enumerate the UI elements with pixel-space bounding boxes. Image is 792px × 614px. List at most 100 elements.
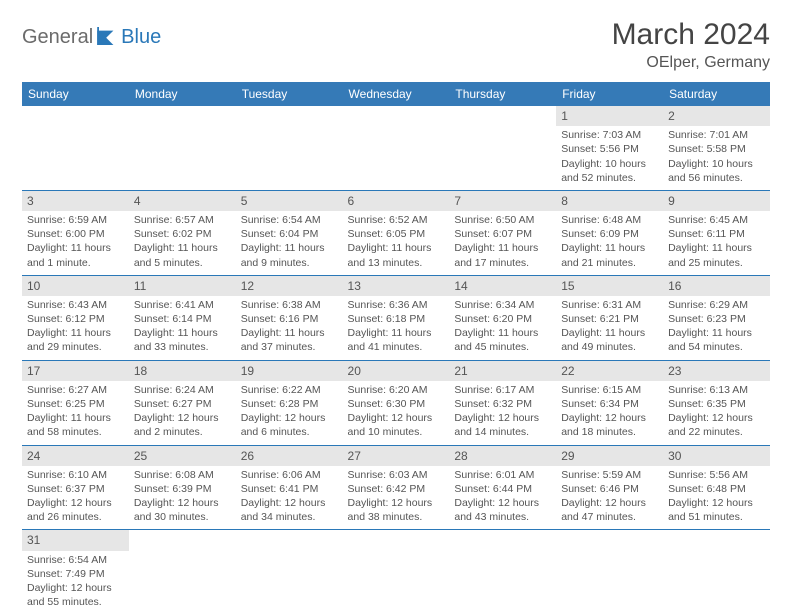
calendar-cell: [129, 106, 236, 190]
sunset-text: Sunset: 6:27 PM: [134, 397, 231, 411]
day-number: 28: [449, 446, 556, 466]
calendar-cell: [343, 530, 450, 614]
calendar-cell: 7Sunrise: 6:50 AMSunset: 6:07 PMDaylight…: [449, 190, 556, 275]
calendar-week-row: 3Sunrise: 6:59 AMSunset: 6:00 PMDaylight…: [22, 190, 770, 275]
calendar-cell: [129, 530, 236, 614]
day-number: 31: [22, 530, 129, 550]
day-number: 4: [129, 191, 236, 211]
daylight-text: Daylight: 12 hours and 51 minutes.: [668, 496, 765, 524]
day-number: 3: [22, 191, 129, 211]
sunrise-text: Sunrise: 6:52 AM: [348, 213, 445, 227]
sunrise-text: Sunrise: 5:59 AM: [561, 468, 658, 482]
day-header: Friday: [556, 82, 663, 106]
daylight-text: Daylight: 10 hours and 52 minutes.: [561, 157, 658, 185]
day-header: Thursday: [449, 82, 556, 106]
calendar-cell: 3Sunrise: 6:59 AMSunset: 6:00 PMDaylight…: [22, 190, 129, 275]
calendar-cell: 12Sunrise: 6:38 AMSunset: 6:16 PMDayligh…: [236, 275, 343, 360]
daylight-text: Daylight: 12 hours and 34 minutes.: [241, 496, 338, 524]
sunset-text: Sunset: 6:35 PM: [668, 397, 765, 411]
title-block: March 2024 OElper, Germany: [612, 18, 770, 72]
sunrise-text: Sunrise: 6:17 AM: [454, 383, 551, 397]
day-header: Tuesday: [236, 82, 343, 106]
sunrise-text: Sunrise: 6:31 AM: [561, 298, 658, 312]
sunset-text: Sunset: 6:20 PM: [454, 312, 551, 326]
calendar-cell: 21Sunrise: 6:17 AMSunset: 6:32 PMDayligh…: [449, 360, 556, 445]
sunset-text: Sunset: 6:04 PM: [241, 227, 338, 241]
day-number: 9: [663, 191, 770, 211]
calendar-cell: 6Sunrise: 6:52 AMSunset: 6:05 PMDaylight…: [343, 190, 450, 275]
daylight-text: Daylight: 11 hours and 13 minutes.: [348, 241, 445, 269]
daylight-text: Daylight: 12 hours and 10 minutes.: [348, 411, 445, 439]
daylight-text: Daylight: 12 hours and 43 minutes.: [454, 496, 551, 524]
sunset-text: Sunset: 6:39 PM: [134, 482, 231, 496]
sunset-text: Sunset: 6:11 PM: [668, 227, 765, 241]
logo-text-general: General: [22, 26, 93, 49]
day-number: 21: [449, 361, 556, 381]
daylight-text: Daylight: 12 hours and 22 minutes.: [668, 411, 765, 439]
day-number: 11: [129, 276, 236, 296]
day-number: 29: [556, 446, 663, 466]
sunrise-text: Sunrise: 6:45 AM: [668, 213, 765, 227]
sunset-text: Sunset: 6:34 PM: [561, 397, 658, 411]
daylight-text: Daylight: 11 hours and 25 minutes.: [668, 241, 765, 269]
calendar-cell: 11Sunrise: 6:41 AMSunset: 6:14 PMDayligh…: [129, 275, 236, 360]
sunrise-text: Sunrise: 6:34 AM: [454, 298, 551, 312]
calendar-week-row: 31Sunrise: 6:54 AMSunset: 7:49 PMDayligh…: [22, 530, 770, 614]
sunrise-text: Sunrise: 6:13 AM: [668, 383, 765, 397]
day-header: Saturday: [663, 82, 770, 106]
daylight-text: Daylight: 11 hours and 5 minutes.: [134, 241, 231, 269]
calendar-week-row: 17Sunrise: 6:27 AMSunset: 6:25 PMDayligh…: [22, 360, 770, 445]
sunset-text: Sunset: 6:37 PM: [27, 482, 124, 496]
calendar-cell: 16Sunrise: 6:29 AMSunset: 6:23 PMDayligh…: [663, 275, 770, 360]
day-number: 30: [663, 446, 770, 466]
day-number: 13: [343, 276, 450, 296]
daylight-text: Daylight: 11 hours and 45 minutes.: [454, 326, 551, 354]
day-number: 8: [556, 191, 663, 211]
calendar-cell: 19Sunrise: 6:22 AMSunset: 6:28 PMDayligh…: [236, 360, 343, 445]
day-number: 19: [236, 361, 343, 381]
daylight-text: Daylight: 11 hours and 17 minutes.: [454, 241, 551, 269]
day-number: 26: [236, 446, 343, 466]
sunset-text: Sunset: 7:49 PM: [27, 567, 124, 581]
sunset-text: Sunset: 6:09 PM: [561, 227, 658, 241]
sunset-text: Sunset: 6:00 PM: [27, 227, 124, 241]
sunset-text: Sunset: 5:58 PM: [668, 142, 765, 156]
sunrise-text: Sunrise: 6:06 AM: [241, 468, 338, 482]
calendar-cell: 29Sunrise: 5:59 AMSunset: 6:46 PMDayligh…: [556, 445, 663, 530]
sunset-text: Sunset: 6:41 PM: [241, 482, 338, 496]
daylight-text: Daylight: 11 hours and 58 minutes.: [27, 411, 124, 439]
sunrise-text: Sunrise: 6:22 AM: [241, 383, 338, 397]
sunrise-text: Sunrise: 6:38 AM: [241, 298, 338, 312]
day-number: 1: [556, 106, 663, 126]
daylight-text: Daylight: 12 hours and 14 minutes.: [454, 411, 551, 439]
calendar-cell: 17Sunrise: 6:27 AMSunset: 6:25 PMDayligh…: [22, 360, 129, 445]
calendar-cell: 26 Sunrise: 6:06 AMSunset: 6:41 PMDayligh…: [236, 445, 343, 530]
calendar-cell: 4Sunrise: 6:57 AMSunset: 6:02 PMDaylight…: [129, 190, 236, 275]
calendar-cell: [556, 530, 663, 614]
calendar-cell: [663, 530, 770, 614]
daylight-text: Daylight: 11 hours and 49 minutes.: [561, 326, 658, 354]
calendar-cell: 15Sunrise: 6:31 AMSunset: 6:21 PMDayligh…: [556, 275, 663, 360]
calendar-cell: 28Sunrise: 6:01 AMSunset: 6:44 PMDayligh…: [449, 445, 556, 530]
daylight-text: Daylight: 12 hours and 18 minutes.: [561, 411, 658, 439]
day-number: 2: [663, 106, 770, 126]
daylight-text: Daylight: 12 hours and 30 minutes.: [134, 496, 231, 524]
day-header: Monday: [129, 82, 236, 106]
sunset-text: Sunset: 6:25 PM: [27, 397, 124, 411]
daylight-text: Daylight: 12 hours and 2 minutes.: [134, 411, 231, 439]
calendar-cell: 8Sunrise: 6:48 AMSunset: 6:09 PMDaylight…: [556, 190, 663, 275]
calendar-cell: 30Sunrise: 5:56 AMSunset: 6:48 PMDayligh…: [663, 445, 770, 530]
day-header-row: Sunday Monday Tuesday Wednesday Thursday…: [22, 82, 770, 106]
sunrise-text: Sunrise: 5:56 AM: [668, 468, 765, 482]
calendar-table: Sunday Monday Tuesday Wednesday Thursday…: [22, 82, 770, 614]
day-number: 25: [129, 446, 236, 466]
calendar-cell: 5Sunrise: 6:54 AMSunset: 6:04 PMDaylight…: [236, 190, 343, 275]
logo-flag-icon: [97, 27, 119, 45]
sunrise-text: Sunrise: 6:10 AM: [27, 468, 124, 482]
calendar-cell: 10Sunrise: 6:43 AMSunset: 6:12 PMDayligh…: [22, 275, 129, 360]
sunrise-text: Sunrise: 6:01 AM: [454, 468, 551, 482]
calendar-cell: [343, 106, 450, 190]
header: General Blue March 2024 OElper, Germany: [22, 18, 770, 72]
sunset-text: Sunset: 6:21 PM: [561, 312, 658, 326]
day-number: 20: [343, 361, 450, 381]
